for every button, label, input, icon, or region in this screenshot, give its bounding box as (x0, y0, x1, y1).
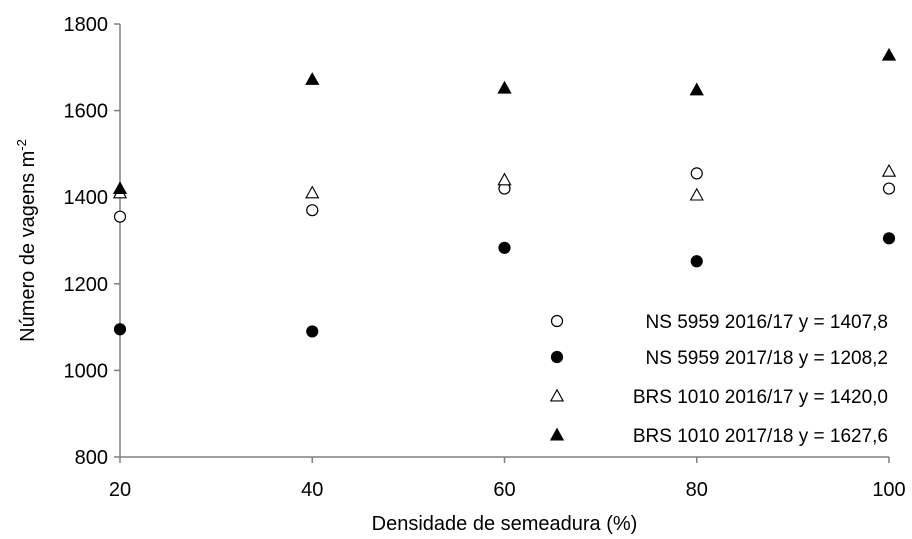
legend-item: NS 5959 2016/17 y = 1407,8 (550, 312, 888, 333)
data-point-series-4 (689, 82, 704, 96)
data-point-series-2 (306, 325, 319, 338)
data-point-series-1 (690, 167, 703, 180)
legend-marker (549, 427, 565, 441)
data-point-series-2 (498, 241, 511, 254)
y-axis-title-main: Número de vagens m (17, 151, 39, 342)
legend-item: BRS 1010 2016/17 y = 1420,0 (549, 387, 888, 408)
data-point-series-4 (112, 181, 128, 195)
data-point-series-1 (113, 210, 127, 223)
legend-label: NS 5959 2016/17 y = 1407,8 (646, 312, 888, 333)
y-ticks: 800 1000 1200 1400 1600 1800 (64, 14, 120, 469)
y-tick-label: 1400 (64, 187, 109, 209)
y-tick-label: 1200 (64, 274, 109, 296)
legend-marker (550, 314, 564, 328)
y-tick-label: 800 (75, 447, 108, 469)
data-point-series-3 (305, 185, 320, 199)
data-point-series-3 (689, 187, 704, 201)
x-tick-label: 80 (686, 479, 708, 501)
x-tick-label: 100 (872, 479, 905, 501)
y-tick-label: 1800 (64, 14, 109, 36)
y-tick-label: 1000 (64, 360, 109, 382)
data-point-series-3 (497, 172, 512, 186)
x-ticks: 20 40 60 80 100 (109, 457, 906, 501)
data-point-series-2 (690, 255, 703, 268)
data-point-series-1 (882, 182, 896, 195)
data-point-series-3 (881, 163, 897, 177)
legend-label: BRS 1010 2017/18 y = 1627,6 (633, 426, 888, 447)
legend-marker (549, 388, 565, 402)
legend-item: BRS 1010 2017/18 y = 1627,6 (549, 426, 888, 447)
y-tick-label: 1600 (64, 101, 109, 123)
legend: NS 5959 2016/17 y = 1407,8 NS 5959 2017/1… (549, 312, 888, 447)
data-point-series-4 (881, 47, 897, 61)
data-point-series-2 (113, 323, 127, 336)
legend-marker (550, 350, 564, 364)
x-tick-label: 60 (493, 479, 515, 501)
data-point-series-4 (305, 72, 320, 85)
x-tick-label: 20 (109, 479, 131, 501)
legend-label: BRS 1010 2016/17 y = 1420,0 (633, 387, 888, 408)
x-tick-label: 40 (301, 479, 323, 501)
legend-label: NS 5959 2017/18 y = 1208,2 (646, 348, 888, 369)
y-axis-title-superscript: -2 (14, 139, 29, 151)
y-axis-title: Número de vagens m-2 (14, 139, 39, 342)
x-axis-title: Densidade de semeadura (%) (372, 513, 638, 535)
data-point-series-4 (497, 80, 512, 94)
data-points (112, 47, 897, 338)
data-point-series-2 (882, 232, 896, 245)
data-point-series-1 (306, 204, 319, 217)
legend-item: NS 5959 2017/18 y = 1208,2 (550, 348, 888, 369)
